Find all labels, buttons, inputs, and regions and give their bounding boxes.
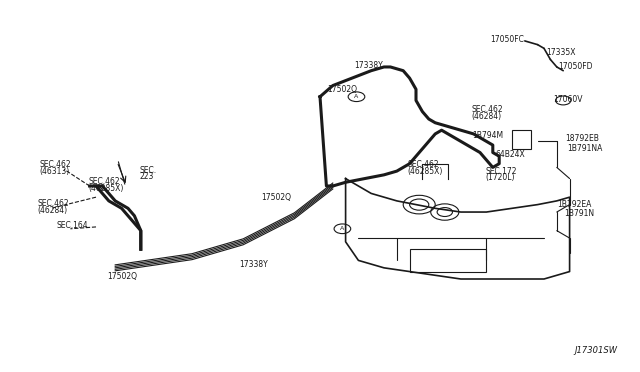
Text: SEC.462: SEC.462	[37, 199, 68, 208]
Text: (46285X): (46285X)	[408, 167, 443, 176]
Text: 17050FC: 17050FC	[490, 35, 524, 44]
Text: J17301SW: J17301SW	[575, 346, 618, 355]
Text: SEC.462: SEC.462	[408, 160, 439, 169]
Text: 17050FD: 17050FD	[558, 62, 593, 71]
Text: 1B792EA: 1B792EA	[557, 200, 591, 209]
Text: 64B24X: 64B24X	[495, 150, 525, 159]
Text: A: A	[355, 94, 358, 99]
Text: 223: 223	[140, 172, 154, 181]
Text: SEC.462: SEC.462	[88, 177, 120, 186]
Text: 1B794M: 1B794M	[472, 131, 504, 140]
Text: SEC.172: SEC.172	[485, 167, 516, 176]
Text: 17338Y: 17338Y	[354, 61, 383, 70]
Text: 17338Y: 17338Y	[239, 260, 268, 269]
Text: 1B791N: 1B791N	[564, 209, 595, 218]
Text: 17502Q: 17502Q	[108, 272, 138, 280]
Text: 18792EB: 18792EB	[565, 134, 599, 143]
Text: 17060V: 17060V	[554, 95, 583, 104]
Text: A: A	[340, 226, 344, 231]
Text: SEC.462: SEC.462	[472, 105, 503, 114]
Text: 17502Q: 17502Q	[328, 85, 358, 94]
Text: 1B791NA: 1B791NA	[568, 144, 603, 153]
Text: SEC.462: SEC.462	[40, 160, 71, 169]
Text: (46284): (46284)	[472, 112, 502, 121]
Text: 17335X: 17335X	[547, 48, 576, 57]
Text: (1720L): (1720L)	[485, 173, 515, 182]
Text: SEC.164: SEC.164	[56, 221, 88, 230]
Text: (46285X): (46285X)	[88, 184, 124, 193]
Text: (46284): (46284)	[37, 206, 67, 215]
Text: 17502Q: 17502Q	[261, 193, 291, 202]
Text: SEC.: SEC.	[140, 166, 157, 175]
Text: (46313): (46313)	[40, 167, 70, 176]
